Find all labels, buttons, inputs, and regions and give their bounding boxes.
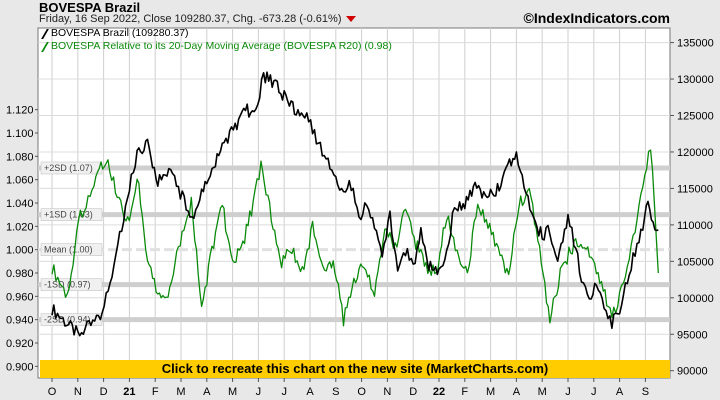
left-tick-label: 1.040 [6,198,34,210]
x-tick-label: F [152,386,159,398]
x-axis: O N D 21 F M A M J J A S O N D 22 F M A M J J A S [48,378,649,398]
x-tick-label: 21 [123,386,135,398]
x-tick-label: J [591,386,597,398]
band-label-box [40,208,103,221]
x-tick-label: S [332,386,339,398]
series-lines [51,71,659,337]
right-tick-label: 130000 [677,74,714,86]
subtitle-text: Friday, 16 Sep 2022, Close 109280.37, Ch… [39,13,342,25]
right-tick-label: 90000 [677,366,708,378]
x-tick-label: D [409,386,417,398]
chart-subtitle: Friday, 16 Sep 2022, Close 109280.37, Ch… [39,13,357,25]
x-tick-label: N [383,386,391,398]
right-tick-label: 135000 [677,38,714,50]
down-arrow-icon [346,16,357,23]
x-tick-label: A [203,386,211,398]
legend-label-bovespa: BOVESPA Brazil (109280.37) [51,27,189,39]
x-tick-label: O [48,386,57,398]
left-tick-label: 1.080 [6,151,34,163]
band-label-box [40,278,103,291]
x-tick-label: J [256,386,262,398]
x-tick-label: S [642,386,649,398]
right-tick-label: 105000 [677,256,714,268]
x-tick-label: M [486,386,495,398]
x-tick-label: M [228,386,237,398]
right-axis: 90000 95000 100000 105000 110000 115000 120000… [670,38,714,378]
band-label: +2SD (1.07) [44,163,93,173]
left-tick-label: 0.920 [6,338,34,350]
x-tick-label: 22 [433,386,445,398]
left-tick-label: 0.980 [6,268,34,280]
x-tick-label: M [538,386,547,398]
x-tick-label: N [74,386,82,398]
right-tick-label: 115000 [677,183,713,195]
chart-title: BOVESPA Brazil [39,0,141,15]
x-tick-label: J [281,386,287,398]
left-tick-label: 1.120 [6,105,34,117]
legend: BOVESPA Brazil (109280.37) BOVESPA Relat… [41,27,392,53]
left-tick-label: 1.020 [6,221,34,233]
right-tick-label: 110000 [677,220,713,232]
right-tick-label: 95000 [677,329,708,341]
legend-swatch-black [41,28,49,39]
x-tick-label: F [461,386,468,398]
band-label: -1SD (0.97) [44,280,91,290]
right-tick-label: 125000 [677,111,714,123]
right-tick-label: 120000 [677,147,714,159]
x-tick-label: M [176,386,185,398]
band-label: Mean (1.00) [44,245,93,255]
legend-item-bovespa: BOVESPA Brazil (109280.37) [41,27,392,40]
band-label: +1SD (1.03) [44,210,93,220]
recreate-chart-banner[interactable]: Click to recreate this chart on the new … [40,360,670,378]
legend-label-r20: BOVESPA Relative to its 20-Day Moving Av… [51,40,392,52]
standard-deviation-bands: +2SD (1.07) +1SD (1.03) Mean (1.00) -1SD (0… [38,161,670,326]
left-tick-label: 0.900 [6,361,34,373]
legend-item-r20: BOVESPA Relative to its 20-Day Moving Av… [41,40,392,53]
band-label-box [40,243,103,256]
x-tick-label: D [100,386,108,398]
x-tick-label: O [357,386,366,398]
left-tick-label: 1.000 [6,245,34,257]
r20-ratio-line [51,149,659,327]
band-label: -2SD (0.94) [44,315,91,325]
right-tick-label: 100000 [677,293,714,305]
bovespa-price-line [51,71,659,337]
x-tick-label: J [565,386,571,398]
left-tick-label: 0.940 [6,315,34,327]
left-axis: 0.900 0.920 0.940 0.960 0.980 1.000 1.020 1.040… [6,105,38,373]
x-tick-label: A [513,386,521,398]
site-credit: ©IndexIndicators.com [523,10,670,26]
legend-swatch-green [41,41,49,52]
left-tick-label: 0.960 [6,291,34,303]
left-tick-label: 1.100 [6,128,34,140]
left-tick-label: 1.060 [6,175,34,187]
x-tick-label: A [306,386,314,398]
x-tick-label: A [616,386,624,398]
